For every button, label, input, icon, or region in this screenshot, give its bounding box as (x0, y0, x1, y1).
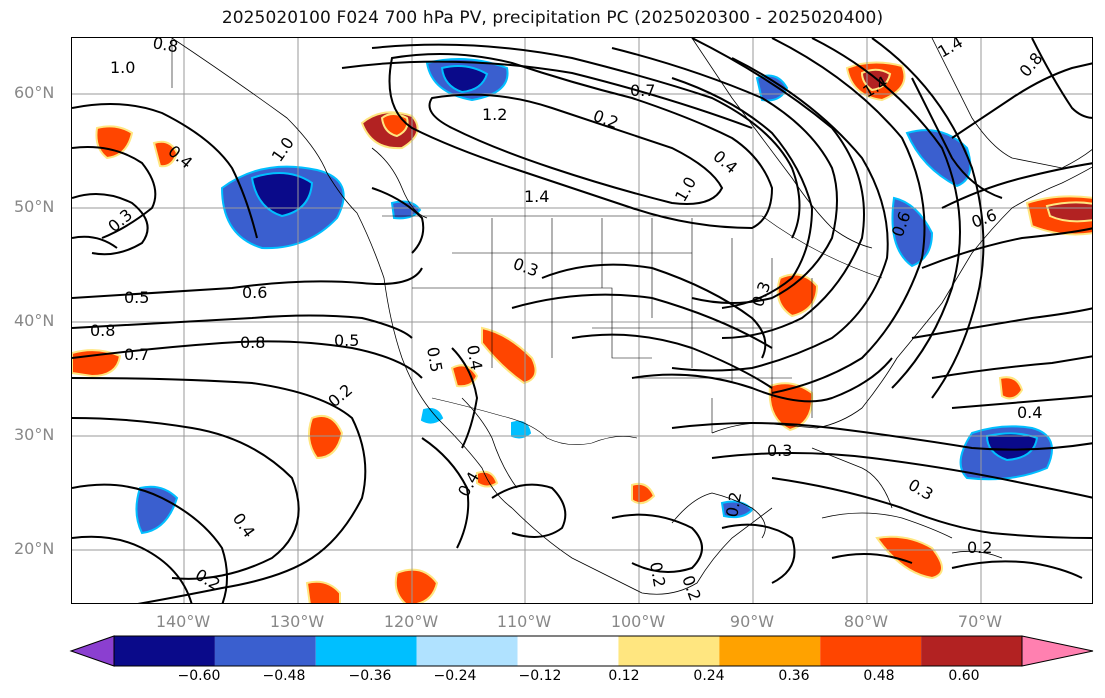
contour-label: 0.4 (229, 509, 259, 541)
contour-label: 0.3 (511, 254, 541, 281)
contour-label: 0.7 (124, 345, 149, 364)
colorbar-segment (618, 636, 720, 666)
colorbar-segments (69, 635, 1094, 667)
colorbar-tick-label: −0.12 (518, 668, 562, 684)
contour-label: 0.2 (646, 560, 669, 588)
contour-label: 0.3 (905, 475, 937, 504)
colorbar-segment (114, 636, 215, 666)
colorbar-outline (113, 635, 1023, 667)
colorbar-tick-label: −0.60 (177, 668, 221, 684)
contour-label: 0.8 (90, 321, 115, 340)
contour-label: 0.8 (240, 333, 265, 352)
lat-label-50n: 50°N (14, 197, 55, 216)
lon-label-80w: 80°W (843, 612, 889, 631)
colorbar-tick-label: −0.36 (348, 668, 392, 684)
contour-label: 0.5 (423, 345, 446, 373)
contour-label: 0.6 (242, 283, 267, 302)
lat-label-60n: 60°N (14, 83, 55, 102)
colorbar-tick-label: 0.12 (608, 668, 640, 684)
pv-contours (72, 38, 1092, 603)
precip-negative-areas (135, 58, 1053, 535)
colorbar (69, 635, 1094, 667)
contour-label: 0.5 (124, 288, 149, 307)
lon-label-100w: 100°W (610, 612, 666, 631)
lon-label-140w: 140°W (155, 612, 211, 631)
contour-label: 0.7 (630, 81, 655, 100)
colorbar-segment (315, 636, 417, 666)
contour-label: 0.2 (324, 380, 356, 411)
contour-label: 1.2 (482, 105, 507, 124)
lon-label-120w: 120°W (383, 612, 439, 631)
lat-label-20n: 20°N (14, 539, 55, 558)
colorbar-segment (214, 636, 316, 666)
colorbar-tick-label: −0.48 (262, 668, 306, 684)
map-canvas: 0.8 1.0 0.4 0.3 1.0 1.2 0.7 1.4 0.2 1.4 … (72, 38, 1092, 603)
colorbar-segment (921, 636, 1022, 666)
colorbar-tick-label: 0.24 (693, 668, 725, 684)
lon-label-130w: 130°W (269, 612, 325, 631)
contour-label: 0.8 (151, 38, 179, 56)
contour-label: 1.0 (671, 173, 700, 205)
colorbar-extend-high (1021, 635, 1094, 667)
colorbar-segment (719, 636, 821, 666)
contour-label: 1.0 (110, 58, 135, 77)
colorbar-tick-label: 0.36 (778, 668, 810, 684)
contour-label: 0.2 (722, 490, 745, 518)
contour-label: 0.3 (748, 279, 775, 309)
contour-label: 1.0 (268, 134, 298, 166)
colorbar-segment (820, 636, 922, 666)
lat-label-40n: 40°N (14, 311, 55, 330)
contour-label: 0.5 (334, 331, 359, 350)
contour-label: 0.2 (192, 565, 224, 594)
contour-label: 0.3 (767, 441, 792, 460)
colorbar-tick-label: 0.48 (863, 668, 895, 684)
contour-label: 0.8 (1016, 49, 1047, 81)
map-panel: 0.8 1.0 0.4 0.3 1.0 1.2 0.7 1.4 0.2 1.4 … (71, 37, 1093, 604)
lon-label-70w: 70°W (957, 612, 1003, 631)
contour-label: 1.4 (524, 187, 549, 206)
contour-label: 0.2 (967, 538, 992, 557)
lon-label-90w: 90°W (729, 612, 775, 631)
contour-label: 0.4 (1017, 403, 1042, 422)
contour-label: 0.4 (709, 147, 741, 178)
contour-label: 0.3 (104, 205, 136, 236)
political-borders (171, 38, 883, 445)
map-title: 2025020100 F024 700 hPa PV, precipitatio… (221, 8, 884, 28)
precip-positive-areas (72, 61, 1092, 603)
contour-label: 0.6 (969, 205, 999, 232)
contour-label: 0.4 (463, 343, 486, 371)
colorbar-extend-low (69, 635, 115, 667)
colorbar-tick-label: −0.24 (433, 668, 477, 684)
contour-label: 1.4 (935, 38, 967, 61)
colorbar-tick-label: 0.60 (948, 668, 980, 684)
lat-label-30n: 30°N (14, 425, 55, 444)
colorbar-segment (416, 636, 518, 666)
lon-label-110w: 110°W (496, 612, 552, 631)
colorbar-segment (517, 636, 619, 666)
